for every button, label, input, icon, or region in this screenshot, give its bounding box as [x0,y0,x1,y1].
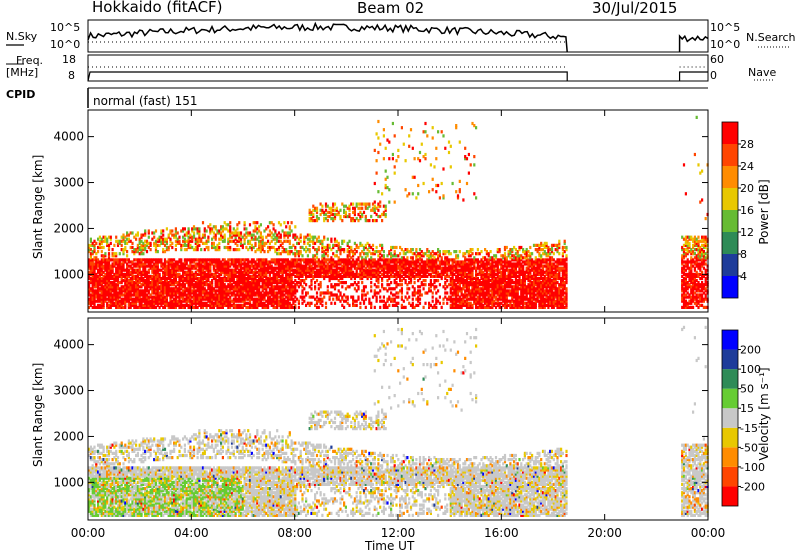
x-tick-label: 08:00 [277,526,312,540]
velocity-colorbar-segment [722,388,738,409]
velocity-colorbar-tick-label: 200 [740,344,761,357]
power-colorbar-segment [722,144,738,166]
date-title: 30/Jul/2015 [592,0,678,17]
velocity-colorbar-tick-label: 15 [740,402,754,415]
power-colorbar-segment [722,232,738,254]
power-ytick-label: 1000 [53,267,84,281]
power-colorbar-segment [722,276,738,298]
velocity-colorbar-tick-label: -200 [740,480,765,493]
velocity-colorbar-tick-label: -15 [740,422,758,435]
power-colorbar-segment [722,166,738,188]
velocity-colorbar-segment [722,330,738,350]
freq-unit: [MHz] [6,66,39,79]
power-colorbar-tick-label: 28 [740,138,754,151]
power-colorbar-segment [722,210,738,232]
station-title: Hokkaido (fitACF) [92,0,223,16]
freq-tick-bottom: 8 [68,69,75,82]
x-tick-label: 00:00 [691,526,726,540]
nave-label: Nave [748,66,777,79]
beam-title: Beam 02 [357,0,425,17]
x-tick-label: 04:00 [174,526,209,540]
cpid-label: CPID [6,88,36,101]
x-tick-label: 20:00 [587,526,622,540]
nsky-tick-top: 10^5 [50,21,81,34]
freq-tick-top: 18 [62,53,76,66]
velocity-colorbar-tick-label: -50 [740,441,758,454]
velocity-colorbar-tick-label: -100 [740,461,765,474]
power-colorbar-tick-label: 24 [740,160,754,173]
power-colorbar-segment [722,122,738,144]
velocity-ytick-label: 3000 [53,384,84,398]
velocity-colorbar-segment [722,466,738,487]
velocity-colorbar-segment [722,486,738,506]
velocity-colorbar-tick-label: 50 [740,383,754,396]
power-colorbar-segment [722,188,738,210]
power-ytick-label: 2000 [53,221,84,235]
cpid-value: normal (fast) 151 [93,94,198,108]
nsky-series-line [87,21,568,53]
nsky-series-line-2 [678,34,709,53]
nave-tick-top: 60 [710,53,724,66]
nsky-panel-frame [87,19,709,53]
nsky-label: N.Sky [6,30,38,43]
freq-panel-frame [87,54,709,82]
power-colorbar-segment [722,254,738,276]
power-ytick-label: 3000 [53,176,84,190]
nsearch-tick-top: 10^5 [710,21,741,34]
power-colorbar-tick-label: 12 [740,226,754,239]
velocity-colorbar-segment [722,427,738,448]
power-colorbar-tick-label: 16 [740,204,754,217]
nsky-tick-bottom: 10^0 [50,38,81,51]
velocity-ytick-label: 1000 [53,475,84,489]
velocity-colorbar-segment [722,447,738,467]
velocity-colorbar-segment [722,369,738,389]
velocity-colorbar-frame [721,329,739,507]
power-colorbar-tick-label: 20 [740,182,754,195]
nsearch-tick-bottom: 10^0 [710,38,741,51]
velocity-ytick-label: 2000 [53,429,84,443]
velocity-colorbar-segment [722,408,738,428]
velocity-colorbar-segment [722,349,738,370]
nave-tick-bottom: 0 [710,69,717,82]
x-tick-label: 12:00 [381,526,416,540]
power-heatmap-cells [88,115,709,309]
power-colorbar-tick-label: 4 [740,270,747,283]
velocity-ytick-label: 4000 [53,338,84,352]
velocity-colorbar-tick-label: 100 [740,363,761,376]
nsearch-label: N.Search [746,31,796,44]
power-colorbar-tick-label: 8 [740,248,747,261]
x-tick-label: 00:00 [71,526,106,540]
power-ytick-label: 4000 [53,130,84,144]
x-axis-title: Time UT [365,539,415,553]
velocity-heatmap-cells [88,325,709,517]
freq-series-line-2 [678,71,708,81]
freq-series-line [87,71,568,82]
x-tick-label: 16:00 [484,526,519,540]
